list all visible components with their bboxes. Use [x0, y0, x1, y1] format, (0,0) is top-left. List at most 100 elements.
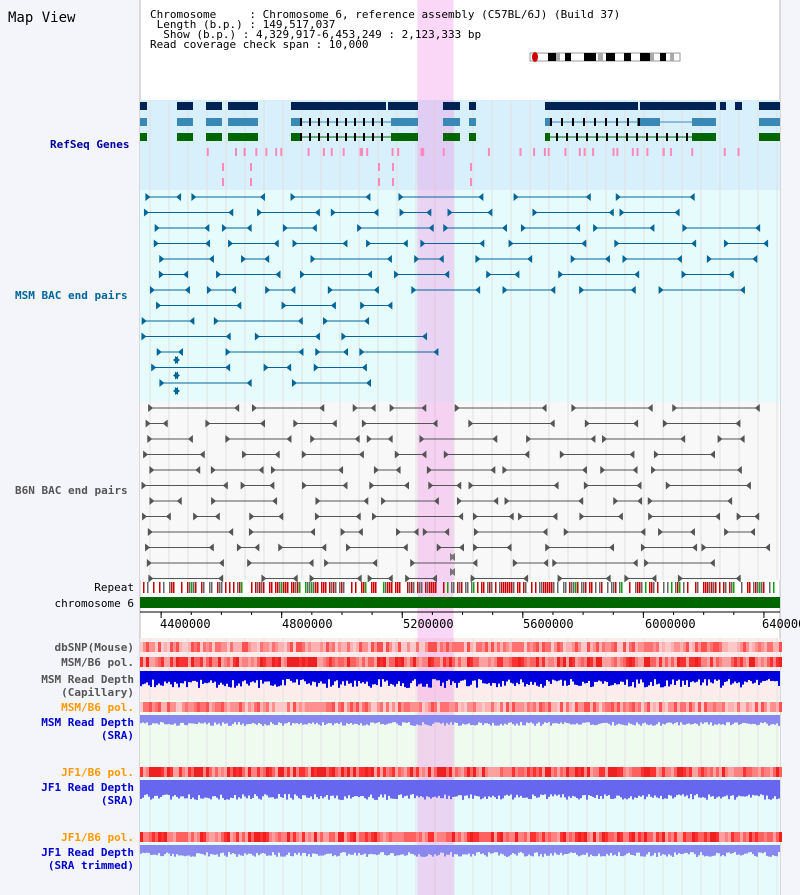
- heat-cell: [422, 657, 425, 667]
- depth-bar: [346, 671, 348, 681]
- repeat-mark: [447, 582, 449, 593]
- depth-bar: [278, 780, 280, 795]
- depth-bar: [754, 845, 756, 857]
- bac-end-marker: [432, 419, 438, 428]
- bac-end-marker: [373, 208, 379, 217]
- heat-cell: [212, 642, 215, 652]
- repeat-mark: [715, 582, 717, 593]
- depth-bar: [668, 715, 670, 723]
- heat-cell: [425, 657, 428, 667]
- heat-cell: [575, 702, 578, 712]
- depth-bar: [378, 845, 380, 855]
- heat-cell: [398, 832, 401, 842]
- depth-bar: [404, 780, 406, 797]
- repeat-mark: [385, 582, 387, 593]
- depth-bar: [414, 715, 416, 726]
- depth-bar: [734, 671, 736, 682]
- depth-bar: [558, 845, 560, 855]
- bac-end-marker: [419, 435, 425, 443]
- bac-end-marker: [754, 512, 760, 521]
- bac-end-marker: [736, 466, 742, 474]
- depth-bar: [526, 671, 528, 685]
- heat-cell: [665, 657, 668, 667]
- heat-cell: [410, 832, 413, 842]
- depth-bar: [206, 780, 208, 798]
- depth-bar: [508, 715, 510, 723]
- repeat-mark: [585, 582, 587, 593]
- depth-bar: [282, 715, 284, 726]
- depth-bar: [228, 715, 230, 726]
- heat-cell: [527, 702, 530, 712]
- depth-bar: [526, 845, 528, 857]
- heat-cell: [404, 702, 407, 712]
- heat-cell: [746, 642, 749, 652]
- heat-cell: [347, 657, 350, 667]
- heat-cell: [653, 767, 656, 777]
- heat-cell: [773, 702, 776, 712]
- heat-cell: [539, 642, 542, 652]
- repeat-mark: [713, 582, 715, 593]
- heat-cell: [197, 832, 200, 842]
- depth-bar: [598, 715, 600, 724]
- heat-cell: [251, 832, 254, 842]
- repeat-mark: [451, 582, 453, 593]
- heat-cell: [149, 657, 152, 667]
- repeat-mark: [473, 582, 475, 593]
- heat-cell: [650, 642, 653, 652]
- depth-bar: [748, 671, 750, 680]
- depth-bar: [394, 715, 396, 723]
- depth-bar: [740, 671, 742, 688]
- heat-cell: [155, 767, 158, 777]
- depth-bar: [408, 715, 410, 723]
- heat-cell: [152, 702, 155, 712]
- depth-bar: [362, 780, 364, 797]
- depth-bar: [556, 715, 558, 724]
- depth-bar: [190, 715, 192, 724]
- depth-bar: [510, 845, 512, 855]
- depth-bar: [180, 715, 182, 723]
- bac-end-marker: [632, 559, 638, 567]
- bac-end-marker: [261, 574, 267, 583]
- depth-bar: [168, 845, 170, 854]
- depth-bar: [166, 671, 168, 684]
- heat-cell: [647, 832, 650, 842]
- repeat-mark: [339, 582, 341, 593]
- depth-bar: [444, 715, 446, 726]
- depth-bar: [184, 715, 186, 725]
- pink-mark: [646, 148, 649, 156]
- depth-bar: [646, 671, 648, 687]
- depth-bar: [618, 845, 620, 853]
- bac-end-marker: [281, 301, 287, 310]
- heat-cell: [542, 657, 545, 667]
- repeat-mark: [583, 582, 585, 593]
- heat-cell: [566, 642, 569, 652]
- depth-bar: [700, 671, 702, 686]
- depth-bar: [470, 780, 472, 795]
- heat-cell: [674, 642, 677, 652]
- bac-end-marker: [558, 270, 564, 279]
- gene-model: [469, 102, 476, 110]
- right-margin: [780, 0, 800, 895]
- heat-cell: [743, 657, 746, 667]
- heat-cell: [611, 702, 614, 712]
- heat-cell: [263, 832, 266, 842]
- depth-bar: [450, 780, 452, 800]
- heat-cell: [296, 767, 299, 777]
- depth-bar: [494, 715, 496, 726]
- depth-bar: [516, 671, 518, 683]
- gene-model: [391, 133, 418, 141]
- depth-bar: [148, 845, 150, 853]
- depth-bar: [244, 715, 246, 726]
- bac-end-marker: [299, 270, 305, 279]
- depth-bar: [506, 671, 508, 682]
- bac-end-marker: [396, 528, 402, 536]
- depth-bar: [600, 671, 602, 682]
- depth-bar: [550, 671, 552, 684]
- bac-end-marker: [658, 286, 664, 294]
- depth-bar: [266, 845, 268, 856]
- depth-bar: [654, 845, 656, 853]
- depth-bar: [380, 780, 382, 795]
- bac-end-marker: [176, 193, 182, 201]
- depth-bar: [256, 780, 258, 797]
